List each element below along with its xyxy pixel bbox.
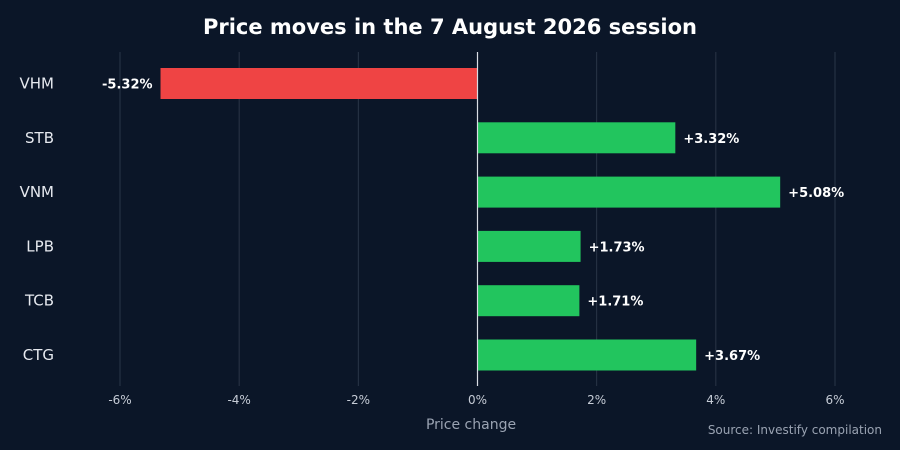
bar-stb	[477, 122, 676, 154]
category-label-stb: STB	[25, 129, 54, 147]
bar-ctg	[477, 339, 697, 371]
value-labels: -5.32% +3.32% +5.08% +1.73% +1.71% +3.67%	[102, 78, 844, 365]
value-label-vhm: -5.32%	[102, 78, 153, 93]
value-label-tcb: +1.71%	[587, 295, 643, 310]
x-tick-labels: -6% -4% -2% 0% 2% 4% 6%	[108, 393, 844, 407]
bar-vhm	[160, 68, 478, 99]
bar-tcb	[477, 285, 580, 317]
x-tick-label: 6%	[825, 393, 844, 407]
x-tick-label: 2%	[587, 393, 606, 407]
value-label-ctg: +3.67%	[704, 349, 760, 364]
x-tick-label: 4%	[706, 393, 725, 407]
value-label-stb: +3.32%	[683, 132, 739, 147]
x-tick-label: -6%	[108, 393, 131, 407]
bar-lpb	[477, 230, 581, 262]
bars	[160, 68, 781, 371]
value-label-vnm: +5.08%	[788, 186, 844, 201]
source-note: Source: Investify compilation	[708, 423, 882, 437]
category-label-lpb: LPB	[26, 237, 54, 255]
x-tick-label: -4%	[227, 393, 250, 407]
value-label-lpb: +1.73%	[589, 240, 645, 255]
category-labels: VHM STB VNM LPB TCB CTG	[20, 75, 54, 365]
bar-vnm	[477, 176, 781, 208]
category-label-vnm: VNM	[20, 183, 54, 201]
x-tick-label: 0%	[468, 393, 487, 407]
category-label-ctg: CTG	[23, 346, 54, 364]
x-axis-title: Price change	[426, 417, 516, 433]
category-label-vhm: VHM	[20, 75, 54, 93]
category-label-tcb: TCB	[24, 292, 54, 310]
gridlines	[119, 52, 836, 386]
x-tick-label: -2%	[347, 393, 370, 407]
chart-title: Price moves in the 7 August 2026 session	[203, 15, 697, 39]
